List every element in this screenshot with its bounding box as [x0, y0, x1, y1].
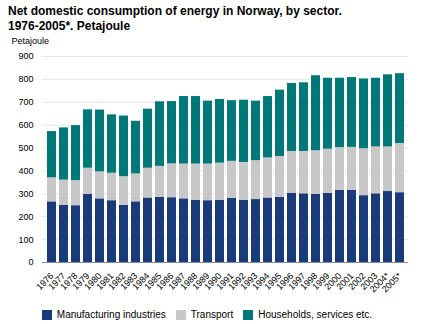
- svg-text:1978: 1978: [58, 270, 80, 292]
- svg-text:2000: 2000: [322, 270, 344, 292]
- html-text:Net domestic consumption of en: Net domestic consumption of energy in No…: [8, 4, 342, 18]
- svg-text:900: 900: [18, 51, 33, 61]
- svg-text:1987: 1987: [166, 270, 188, 292]
- svg-text:1977: 1977: [46, 270, 68, 292]
- svg-text:1984: 1984: [130, 270, 152, 292]
- svg-text:0: 0: [28, 257, 33, 267]
- svg-text:1985: 1985: [142, 270, 164, 292]
- svg-text:500: 500: [18, 143, 33, 153]
- svg-text:1983: 1983: [118, 270, 140, 292]
- svg-text:2005*: 2005*: [380, 270, 404, 294]
- svg-text:800: 800: [18, 74, 33, 84]
- svg-text:100: 100: [18, 234, 33, 244]
- html-text:1976-2005*. Petajoule: 1976-2005*. Petajoule: [8, 19, 131, 33]
- svg-text:1994: 1994: [250, 270, 272, 292]
- svg-text:1993: 1993: [238, 270, 260, 292]
- svg-text:1997: 1997: [286, 270, 308, 292]
- svg-text:2002: 2002: [346, 270, 368, 292]
- svg-text:300: 300: [18, 189, 33, 199]
- svg-text:200: 200: [18, 212, 33, 222]
- svg-text:1992: 1992: [226, 270, 248, 292]
- svg-text:1999: 1999: [310, 270, 332, 292]
- svg-text:1995: 1995: [262, 270, 284, 292]
- svg-text:2003: 2003: [358, 270, 380, 292]
- svg-text:400: 400: [18, 166, 33, 176]
- svg-text:1979: 1979: [70, 270, 92, 292]
- svg-text:2001: 2001: [334, 270, 356, 292]
- svg-text:1991: 1991: [214, 270, 236, 292]
- svg-text:1989: 1989: [190, 270, 212, 292]
- html-text:Transport: Transport: [190, 309, 234, 320]
- svg-text:1988: 1988: [178, 270, 200, 292]
- svg-text:1986: 1986: [154, 270, 176, 292]
- svg-text:1982: 1982: [106, 270, 128, 292]
- svg-text:Petajoule: Petajoule: [12, 36, 50, 46]
- svg-text:1996: 1996: [274, 270, 296, 292]
- svg-text:1998: 1998: [298, 270, 320, 292]
- svg-text:700: 700: [18, 97, 33, 107]
- svg-text:600: 600: [18, 120, 33, 130]
- svg-text:1980: 1980: [82, 270, 104, 292]
- svg-text:1976: 1976: [34, 270, 56, 292]
- svg-text:1990: 1990: [202, 270, 224, 292]
- html-text:Households, services etc.: Households, services etc.: [258, 309, 373, 320]
- html-text:Manufacturing industries: Manufacturing industries: [56, 309, 166, 320]
- svg-text:2004*: 2004*: [367, 270, 392, 295]
- svg-text:1981: 1981: [94, 270, 116, 292]
